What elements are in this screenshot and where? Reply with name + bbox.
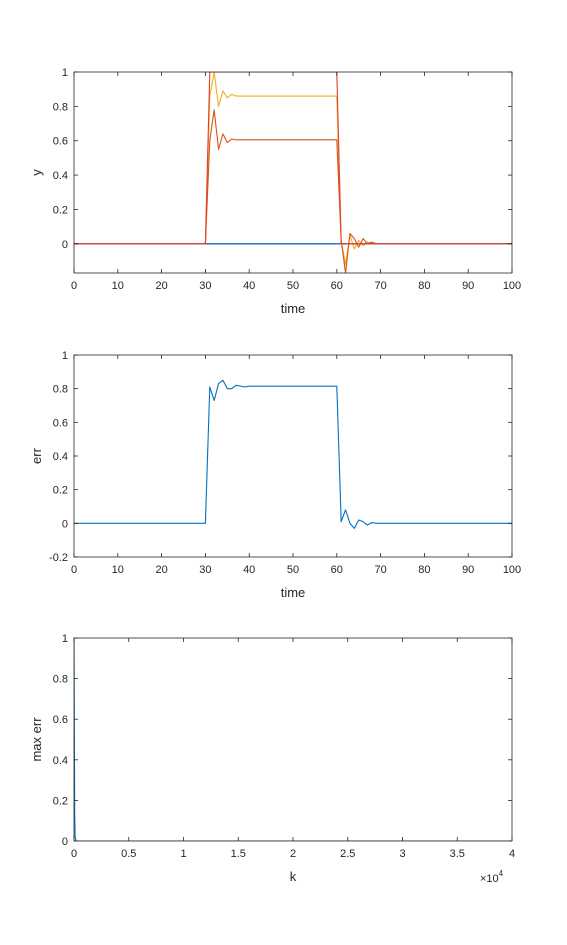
x-tick-label: 3 bbox=[399, 848, 405, 860]
plot-area bbox=[74, 72, 512, 273]
y-tick-label: 0.8 bbox=[53, 674, 68, 686]
y-tick-label: -0.2 bbox=[49, 552, 68, 564]
y-tick-label: 0.6 bbox=[53, 417, 68, 429]
y-tick-label: 1 bbox=[62, 67, 68, 79]
x-tick-label: 80 bbox=[418, 564, 430, 576]
x-tick-label: 10 bbox=[112, 564, 124, 576]
x-axis-label: time bbox=[281, 585, 306, 600]
y-tick-label: 0 bbox=[62, 518, 68, 530]
x-tick-label: 20 bbox=[155, 280, 167, 292]
x-axis-label: k bbox=[290, 869, 297, 884]
x-axis-exponent: ×104 bbox=[480, 869, 504, 885]
y-axis-label: max err bbox=[29, 717, 44, 762]
x-tick-label: 2 bbox=[290, 848, 296, 860]
y-tick-label: 0 bbox=[62, 239, 68, 251]
x-tick-label: 20 bbox=[155, 564, 167, 576]
x-tick-label: 100 bbox=[503, 564, 521, 576]
y-tick-label: 0.2 bbox=[53, 485, 68, 497]
y-tick-label: 0.8 bbox=[53, 384, 68, 396]
x-tick-label: 1.5 bbox=[231, 848, 246, 860]
chart-3: 0 0.5 1 1.5 2 2.5 3 3.5 4 0 0.2 0.4 0.6 0.8 1 k max err ×… bbox=[29, 633, 515, 885]
x-tick-label: 3.5 bbox=[450, 848, 465, 860]
x-tick-label: 60 bbox=[331, 280, 343, 292]
x-tick-label: 70 bbox=[374, 280, 386, 292]
x-tick-label: 10 bbox=[112, 280, 124, 292]
y-tick-label: 0.4 bbox=[53, 451, 68, 463]
series-line-1 bbox=[74, 379, 512, 529]
y-tick-label: 0.4 bbox=[53, 755, 68, 767]
chart-1: 0 10 20 30 40 50 60 70 80 90 100 0 0.2 0.4 0.6 0.8 1 time… bbox=[29, 67, 521, 316]
x-tick-label: 40 bbox=[243, 564, 255, 576]
chart-2: 0 10 20 30 40 50 60 70 80 90 100-0.200.20.40.60.81… bbox=[29, 350, 521, 600]
x-tick-label: 50 bbox=[287, 280, 299, 292]
y-tick-label: 0.6 bbox=[53, 136, 68, 148]
plot-area bbox=[74, 355, 512, 557]
x-tick-label: 1 bbox=[180, 848, 186, 860]
x-axis-label: time bbox=[281, 301, 306, 316]
x-tick-label: 0 bbox=[71, 280, 77, 292]
y-tick-label: 0.2 bbox=[53, 795, 68, 807]
y-tick-label: 1 bbox=[62, 350, 68, 362]
x-tick-label: 0 bbox=[71, 848, 77, 860]
x-tick-label: 30 bbox=[199, 280, 211, 292]
y-tick-label: 1 bbox=[62, 633, 68, 645]
x-tick-label: 90 bbox=[462, 280, 474, 292]
x-tick-label: 70 bbox=[374, 564, 386, 576]
plot-area bbox=[74, 638, 512, 841]
y-tick-label: 0.8 bbox=[53, 101, 68, 113]
x-tick-label: 30 bbox=[199, 564, 211, 576]
x-tick-label: 100 bbox=[503, 280, 521, 292]
y-tick-label: 0.6 bbox=[53, 714, 68, 726]
x-tick-label: 60 bbox=[331, 564, 343, 576]
x-tick-label: 4 bbox=[509, 848, 515, 860]
series-line-3 bbox=[74, 109, 512, 273]
x-tick-label: 50 bbox=[287, 564, 299, 576]
x-tick-label: 0 bbox=[71, 564, 77, 576]
x-tick-label: 0.5 bbox=[121, 848, 136, 860]
series-line-2 bbox=[74, 72, 512, 265]
y-tick-label: 0.4 bbox=[53, 170, 68, 182]
x-tick-label: 90 bbox=[462, 564, 474, 576]
x-tick-label: 40 bbox=[243, 280, 255, 292]
y-axis-label: y bbox=[29, 169, 44, 176]
y-tick-label: 0 bbox=[62, 836, 68, 848]
x-tick-label: 2.5 bbox=[340, 848, 355, 860]
y-tick-label: 0.2 bbox=[53, 204, 68, 216]
series-line-5 bbox=[74, 72, 512, 245]
y-axis-label: err bbox=[29, 447, 44, 464]
x-tick-label: 80 bbox=[418, 280, 430, 292]
